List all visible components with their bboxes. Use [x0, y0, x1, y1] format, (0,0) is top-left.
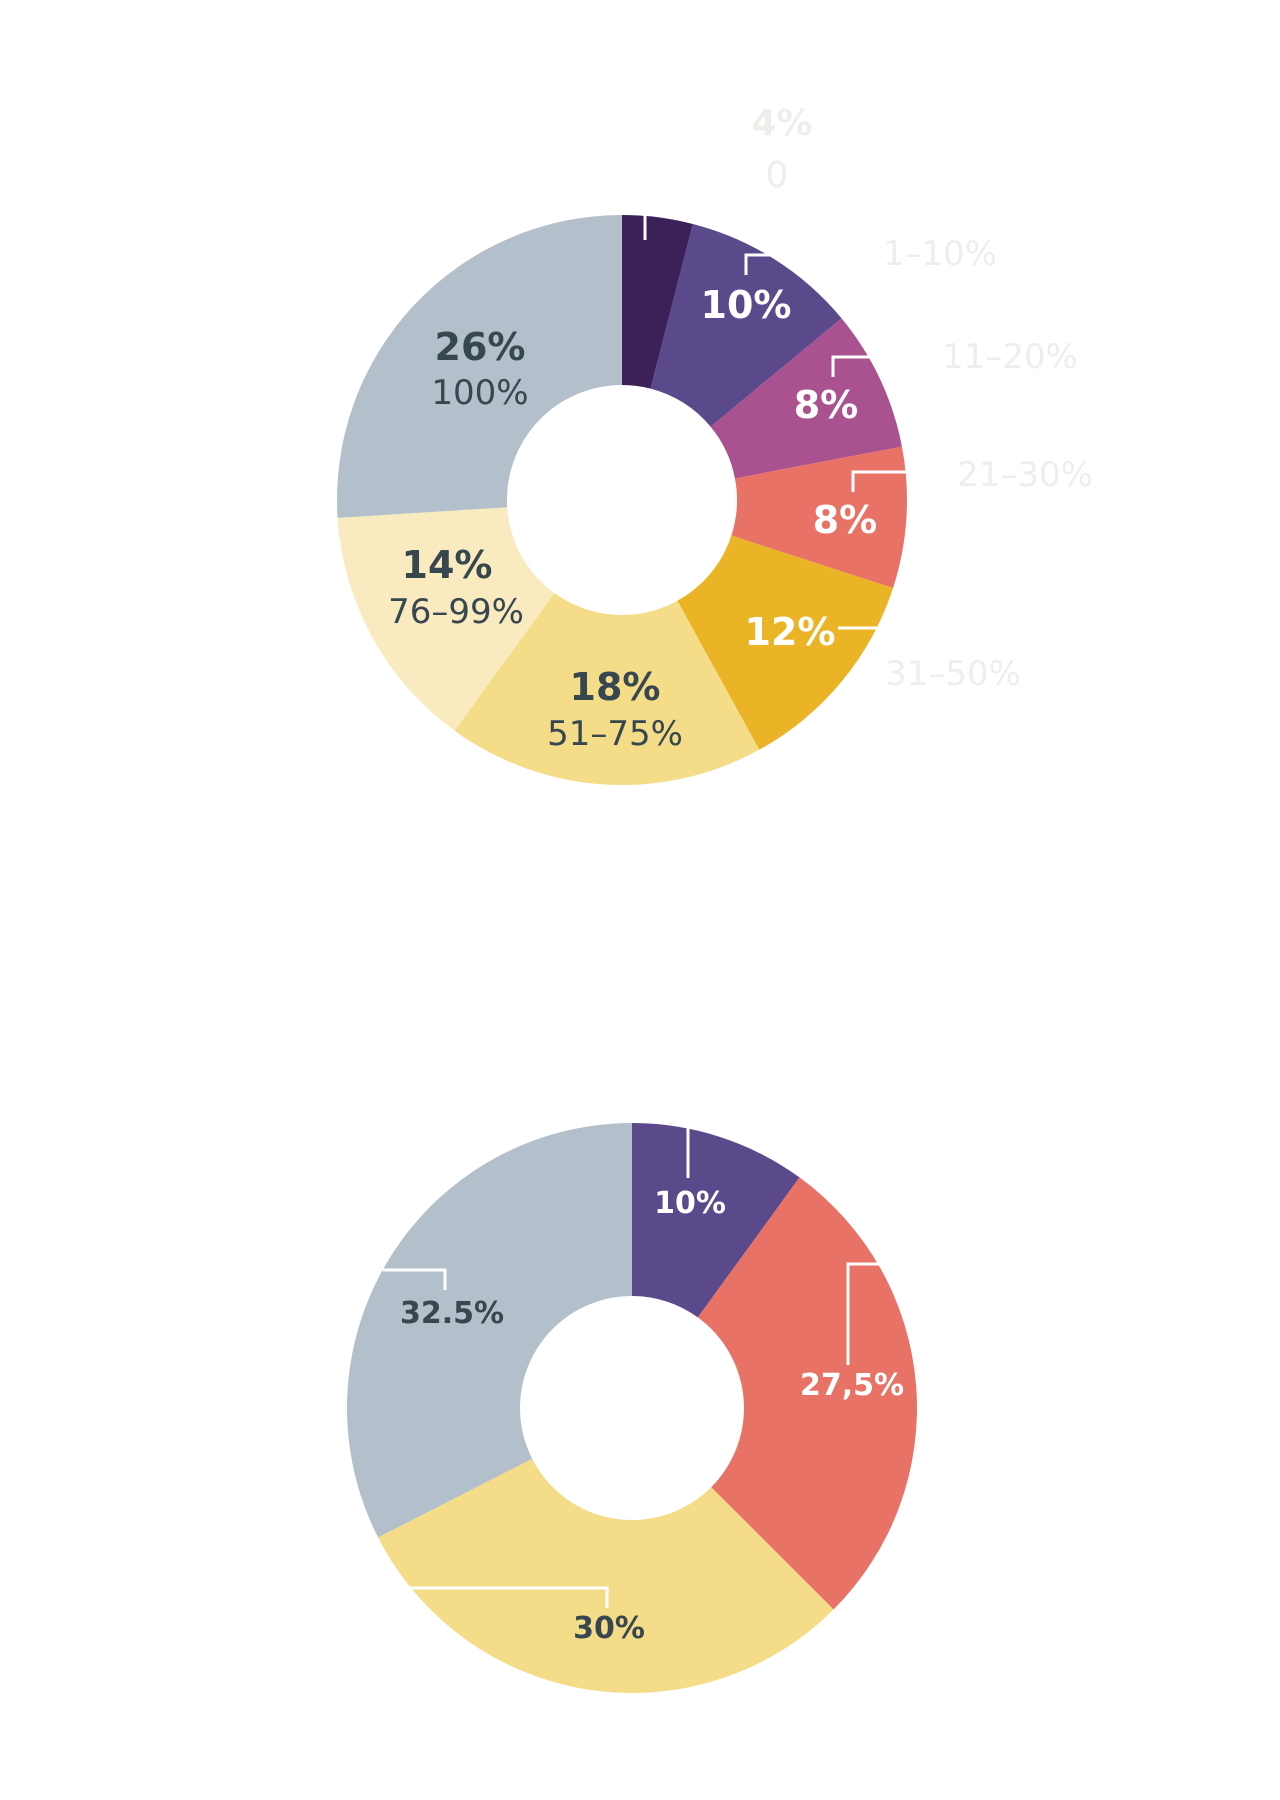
pct-label-slice-0: 4%: [751, 103, 812, 144]
donut-2-slice-3: [346, 1123, 632, 1538]
donut-1-slice-6: [337, 507, 555, 731]
donut-1-slice-3: [731, 446, 907, 589]
donut-1-slice-7: [336, 215, 622, 518]
donut-chart-1: 4% 0 10% 1–10% 8% 11–20% 8% 21–30% 12% 31–50% 18% 5…: [336, 103, 1093, 785]
cat-label-slice-6: 76–99%: [388, 592, 524, 632]
donut-1-slice-1: [650, 223, 842, 427]
leader-line-2-slice-2: [400, 1586, 609, 1608]
pct-label-2-slice-0: 10%: [654, 1186, 726, 1221]
cat-label-slice-7: 100%: [431, 373, 528, 413]
donut-1-slice-4: [677, 535, 894, 750]
donut-2-slice-1: [697, 1177, 917, 1610]
donut-1-slice-5: [454, 593, 760, 785]
leader-line-2-slice-1: [846, 1262, 900, 1365]
leader-line-slice-3: [851, 470, 950, 492]
pct-label-slice-5: 18%: [570, 665, 661, 709]
pct-label-slice-6: 14%: [402, 543, 493, 587]
donut-chart-2: 10% 27,5% 30% 32.5%: [346, 1123, 917, 1693]
leader-line-slice-2: [831, 355, 930, 377]
leader-line-2-slice-3: [383, 1268, 447, 1290]
leader-line-slice-1: [744, 253, 880, 275]
pct-label-slice-2: 8%: [794, 383, 859, 427]
pct-label-2-slice-3: 32.5%: [400, 1296, 504, 1331]
pct-label-2-slice-1: 27,5%: [800, 1368, 904, 1403]
cat-label-slice-1: 1–10%: [883, 234, 997, 274]
donut-2-slice-2: [378, 1458, 834, 1693]
leader-line-slice-0: [643, 181, 735, 240]
cat-label-slice-2: 11–20%: [942, 337, 1078, 377]
cat-label-slice-3: 21–30%: [957, 455, 1093, 495]
pct-label-2-slice-2: 30%: [573, 1611, 645, 1646]
donut-2-slice-0: [632, 1123, 800, 1318]
cat-label-slice-0: 0: [766, 155, 789, 196]
cat-label-slice-4: 31–50%: [885, 654, 1021, 694]
pct-label-slice-7: 26%: [435, 325, 526, 369]
cat-label-slice-5: 51–75%: [547, 714, 683, 754]
pct-label-slice-4: 12%: [745, 610, 836, 654]
pct-label-slice-3: 8%: [813, 498, 878, 542]
donut-1-slice-0: [622, 215, 693, 389]
pct-label-slice-1: 10%: [701, 283, 792, 327]
